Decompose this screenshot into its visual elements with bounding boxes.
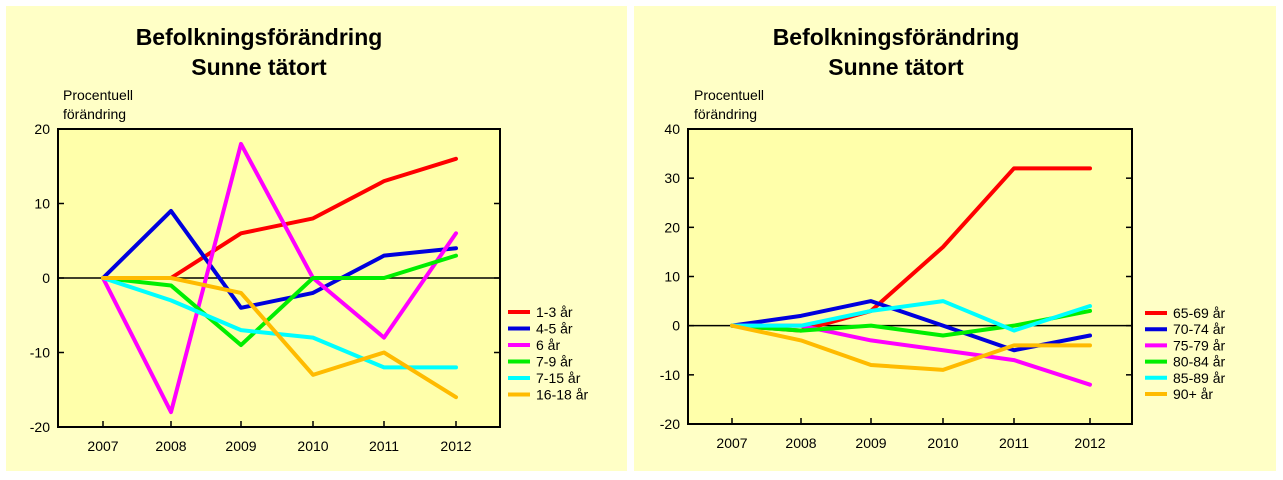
- series-line-5: [730, 299, 1092, 333]
- series-line-3: [101, 141, 458, 415]
- y-tick-label: 20: [664, 219, 680, 235]
- x-tick-label: 2009: [225, 438, 256, 454]
- y-tick-label: 10: [664, 269, 680, 285]
- legend-label-4: 7-9 år: [536, 354, 573, 370]
- series-line-2: [101, 208, 458, 310]
- chart-panel-2: Befolkningsförändring Sunne tätort Procent…: [634, 6, 1276, 471]
- x-tick-label: 2011: [369, 438, 399, 454]
- chart-2: Befolkningsförändring Sunne tätort Procent…: [660, 24, 1226, 451]
- y-tick-label: -20: [660, 416, 680, 432]
- legend-label-4: 80-84 år: [1173, 354, 1225, 370]
- series-line-6: [101, 276, 458, 400]
- legend-label-6: 16-18 år: [536, 387, 588, 403]
- chart-title-line-2: Sunne tätort: [191, 54, 327, 80]
- chart-title-line-2: Sunne tätort: [828, 54, 964, 80]
- y-tick-label: 40: [664, 121, 680, 137]
- y-tick-label: -20: [30, 419, 50, 435]
- chart-1: Befolkningsförändring Sunne tätort Procent…: [30, 24, 589, 454]
- legend-label-2: 4-5 år: [536, 321, 573, 337]
- x-tick-label: 2007: [716, 435, 747, 451]
- legend-label-6: 90+ år: [1173, 386, 1213, 402]
- legend-label-5: 85-89 år: [1173, 370, 1225, 386]
- y-axis-label-line-2: förändring: [63, 106, 126, 122]
- series-line-4: [730, 308, 1092, 338]
- chart-panel-1: Befolkningsförändring Sunne tätort Procent…: [6, 6, 627, 471]
- series-line-2: [730, 299, 1092, 353]
- y-tick-label: 0: [672, 318, 680, 334]
- y-axis-label-line-1: Procentuell: [63, 87, 133, 103]
- y-tick-label: 30: [664, 170, 680, 186]
- y-axis-label-line-2: förändring: [694, 106, 757, 122]
- legend-label-5: 7-15 år: [536, 370, 581, 386]
- y-tick-label: 0: [42, 270, 50, 286]
- y-tick-label: -10: [30, 345, 50, 361]
- y-tick-label: 20: [34, 121, 50, 137]
- x-tick-label: 2010: [297, 438, 328, 454]
- x-tick-label: 2009: [855, 435, 886, 451]
- x-tick-label: 2010: [927, 435, 958, 451]
- x-tick-label: 2012: [1074, 435, 1105, 451]
- x-tick-label: 2008: [155, 438, 186, 454]
- y-tick-label: -10: [660, 367, 680, 383]
- series-line-6: [730, 323, 1092, 372]
- legend-label-1: 1-3 år: [536, 304, 573, 320]
- x-tick-label: 2008: [785, 435, 816, 451]
- x-tick-label: 2011: [999, 435, 1029, 451]
- y-tick-label: 10: [34, 196, 50, 212]
- x-tick-label: 2007: [87, 438, 118, 454]
- legend-label-1: 65-69 år: [1173, 305, 1225, 321]
- chart-title-line-1: Befolkningsförändring: [773, 24, 1020, 50]
- series-line-4: [101, 253, 458, 348]
- y-axis-label-line-1: Procentuell: [694, 87, 764, 103]
- legend-label-3: 75-79 år: [1173, 337, 1225, 353]
- legend-label-3: 6 år: [536, 337, 560, 353]
- chart-title-line-1: Befolkningsförändring: [136, 24, 383, 50]
- legend-label-2: 70-74 år: [1173, 321, 1225, 337]
- x-tick-label: 2012: [440, 438, 471, 454]
